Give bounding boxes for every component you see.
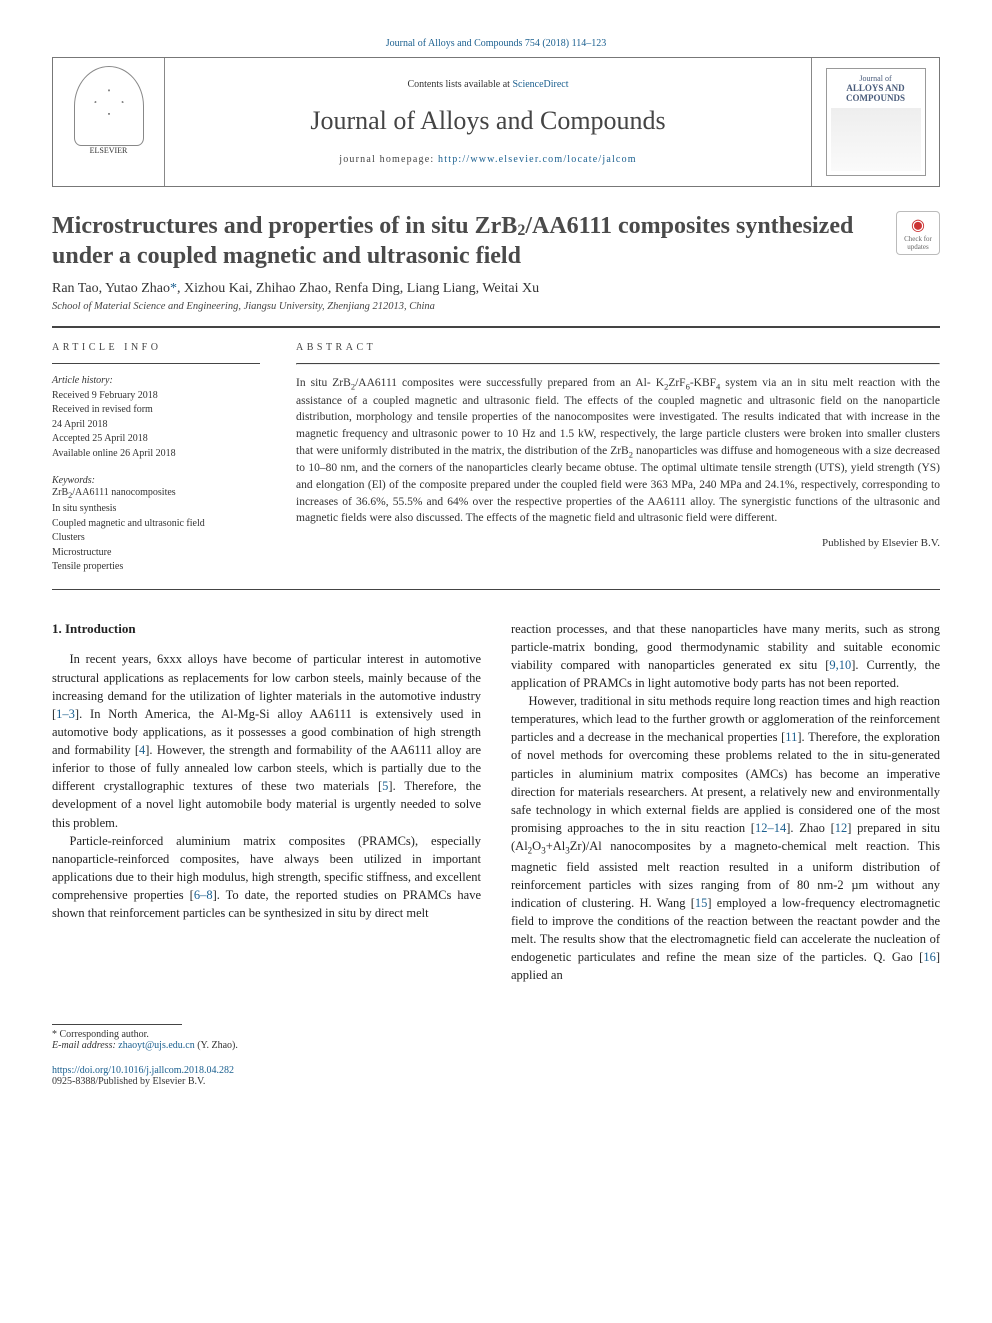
abstract-head: abstract — [296, 342, 940, 353]
keyword: Microstructure — [52, 547, 111, 558]
doi-link[interactable]: https://doi.org/10.1016/j.jallcom.2018.0… — [52, 1065, 234, 1076]
article-info-head: article info — [52, 342, 260, 353]
journal-homepage-link[interactable]: http://www.elsevier.com/locate/jalcom — [438, 154, 637, 165]
body-para: Particle-reinforced aluminium matrix com… — [52, 832, 481, 923]
footer: * Corresponding author. E-mail address: … — [52, 1024, 940, 1087]
corresponding-author: * Corresponding author. — [52, 1029, 940, 1040]
divider — [296, 363, 940, 365]
keyword: Tensile properties — [52, 561, 123, 572]
published-by: Published by Elsevier B.V. — [296, 537, 940, 549]
check-updates-badge[interactable]: ◉ Check for updates — [896, 211, 940, 255]
divider — [52, 363, 260, 364]
abstract-column: abstract In situ ZrB2/AA6111 composites … — [296, 328, 940, 589]
issn-line: 0925-8388/Published by Elsevier B.V. — [52, 1076, 205, 1087]
body-para: In recent years, 6xxx alloys have become… — [52, 650, 481, 831]
history-label: Article history: — [52, 375, 113, 386]
article-info-column: article info Article history: Received 9… — [52, 328, 270, 589]
keyword: Clusters — [52, 532, 85, 543]
affiliation: School of Material Science and Engineeri… — [52, 301, 940, 312]
sciencedirect-link[interactable]: ScienceDirect — [512, 79, 568, 90]
email-label: E-mail address: — [52, 1040, 118, 1051]
article-history: Article history: Received 9 February 201… — [52, 374, 260, 461]
history-line: 24 April 2018 — [52, 419, 108, 430]
cover-body — [831, 108, 921, 171]
journal-cover-box: Journal of ALLOYS AND COMPOUNDS — [811, 58, 939, 186]
body-col-right: reaction processes, and that these nanop… — [511, 620, 940, 985]
elsevier-tree-icon — [74, 66, 144, 146]
keyword: ZrB2/AA6111 nanocomposites — [52, 487, 176, 498]
publisher-logo-box: ELSEVIER — [53, 58, 165, 186]
keywords-label: Keywords: — [52, 475, 260, 486]
contents-available-line: Contents lists available at ScienceDirec… — [407, 79, 568, 90]
cover-label-main: ALLOYS AND COMPOUNDS — [846, 83, 905, 103]
body-columns: 1. Introduction In recent years, 6xxx al… — [52, 620, 940, 985]
journal-cover-thumb: Journal of ALLOYS AND COMPOUNDS — [826, 68, 926, 176]
contents-prefix: Contents lists available at — [407, 79, 512, 90]
history-line: Available online 26 April 2018 — [52, 448, 176, 459]
email-suffix: (Y. Zhao). — [195, 1040, 238, 1051]
corresponding-email-link[interactable]: zhaoyt@ujs.edu.cn — [118, 1040, 194, 1051]
authors: Ran Tao, Yutao Zhao*, Xizhou Kai, Zhihao… — [52, 281, 940, 297]
keywords-list: ZrB2/AA6111 nanocomposites In situ synth… — [52, 486, 260, 575]
keyword: Coupled magnetic and ultrasonic field — [52, 518, 205, 529]
keyword: In situ synthesis — [52, 503, 116, 514]
journal-homepage-line: journal homepage: http://www.elsevier.co… — [339, 154, 637, 165]
cover-label-top: Journal of — [859, 74, 891, 83]
journal-name: Journal of Alloys and Compounds — [310, 106, 665, 136]
badge-line2: updates — [907, 243, 928, 251]
masthead-center: Contents lists available at ScienceDirec… — [165, 58, 811, 186]
badge-line1: Check for — [904, 235, 932, 243]
history-line: Accepted 25 April 2018 — [52, 433, 148, 444]
paper-title: Microstructures and properties of in sit… — [52, 211, 882, 271]
history-line: Received in revised form — [52, 404, 153, 415]
divider — [52, 1024, 182, 1025]
abstract-text: In situ ZrB2/AA6111 composites were succ… — [296, 375, 940, 527]
homepage-prefix: journal homepage: — [339, 154, 438, 165]
body-col-left: 1. Introduction In recent years, 6xxx al… — [52, 620, 481, 985]
info-abstract-row: article info Article history: Received 9… — [52, 327, 940, 590]
journal-reference: Journal of Alloys and Compounds 754 (201… — [52, 38, 940, 49]
section-heading-intro: 1. Introduction — [52, 620, 481, 639]
check-updates-icon: ◉ — [911, 215, 925, 235]
body-para: However, traditional in situ methods req… — [511, 692, 940, 984]
body-para: reaction processes, and that these nanop… — [511, 620, 940, 693]
publisher-name: ELSEVIER — [90, 146, 128, 155]
masthead: ELSEVIER Contents lists available at Sci… — [52, 57, 940, 187]
elsevier-logo: ELSEVIER — [64, 66, 154, 178]
history-line: Received 9 February 2018 — [52, 390, 158, 401]
